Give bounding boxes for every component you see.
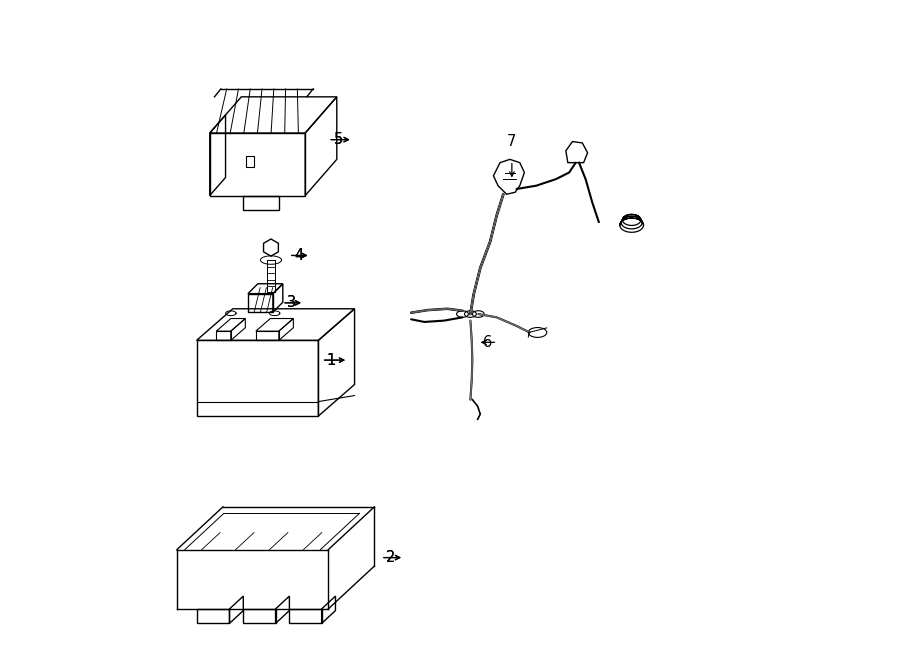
Text: 4: 4 — [294, 248, 303, 263]
Text: 7: 7 — [508, 134, 517, 149]
Text: 6: 6 — [483, 335, 492, 350]
Text: 1: 1 — [327, 352, 337, 368]
Text: 2: 2 — [386, 550, 395, 565]
Text: 4: 4 — [294, 248, 303, 263]
Text: 5: 5 — [334, 132, 343, 147]
Text: 2: 2 — [386, 550, 395, 565]
Text: 3: 3 — [287, 295, 296, 311]
Text: 3: 3 — [287, 295, 296, 311]
Text: 1: 1 — [327, 352, 337, 368]
Text: 5: 5 — [334, 132, 343, 147]
